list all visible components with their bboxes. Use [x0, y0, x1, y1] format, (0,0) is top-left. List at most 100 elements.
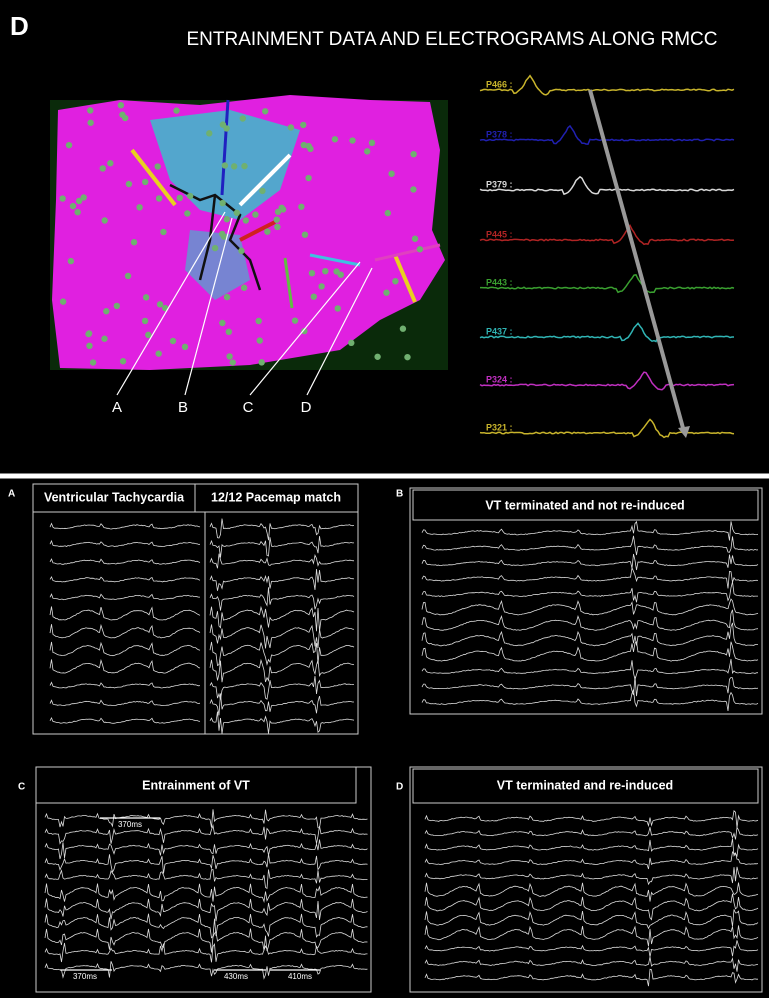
- electrogram-label: P324 :: [486, 374, 513, 384]
- map-point: [374, 354, 380, 360]
- map-point: [131, 239, 137, 245]
- map-point: [307, 146, 313, 152]
- panel-label: B: [396, 489, 403, 500]
- panel-title: Entrainment of VT: [142, 778, 250, 792]
- map-point: [59, 195, 65, 201]
- map-point: [364, 148, 370, 154]
- map-label: C: [243, 399, 254, 416]
- map-point: [66, 142, 72, 148]
- map-point: [410, 186, 416, 192]
- map-point: [100, 165, 106, 171]
- map-point: [274, 216, 280, 222]
- map-point: [410, 151, 416, 157]
- interval-label: 430ms: [224, 972, 248, 981]
- map-point: [349, 137, 355, 143]
- map-point: [392, 278, 398, 284]
- map-point: [240, 115, 246, 121]
- map-point: [309, 270, 315, 276]
- map-point: [256, 318, 262, 324]
- map-point: [219, 320, 225, 326]
- map-point: [76, 198, 82, 204]
- map-point: [383, 289, 389, 295]
- electrogram-label: P443 :: [486, 277, 513, 287]
- map-point: [86, 343, 92, 349]
- map-point: [311, 293, 317, 299]
- map-point: [234, 210, 240, 216]
- map-point: [388, 171, 394, 177]
- map-point: [156, 195, 162, 201]
- map-label: D: [301, 399, 312, 416]
- electrogram-label: P466 :: [486, 79, 513, 89]
- map-point: [126, 181, 132, 187]
- electrogram-label: P379 :: [486, 179, 513, 189]
- electrogram-label: P378 :: [486, 129, 513, 139]
- map-point: [222, 162, 228, 168]
- map-point: [258, 359, 264, 365]
- map-label: B: [178, 399, 188, 416]
- map-point: [226, 353, 232, 359]
- map-point: [300, 122, 306, 128]
- map-point: [87, 107, 93, 113]
- map-point: [226, 329, 232, 335]
- map-point: [142, 318, 148, 324]
- map-point: [142, 179, 148, 185]
- map-point: [120, 358, 126, 364]
- map-point: [279, 205, 285, 211]
- map-point: [125, 273, 131, 279]
- map-point: [348, 340, 354, 346]
- map-point: [292, 317, 298, 323]
- interval-label: 370ms: [73, 972, 97, 981]
- map-point: [184, 210, 190, 216]
- map-point: [107, 160, 113, 166]
- panel-label: A: [8, 489, 15, 500]
- map-point: [101, 336, 107, 342]
- electrogram-label: P437 :: [486, 326, 513, 336]
- panel-title: 12/12 Pacemap match: [211, 490, 341, 504]
- map-point: [302, 231, 308, 237]
- panel-label: C: [18, 782, 25, 793]
- map-point: [257, 337, 263, 343]
- map-point: [400, 326, 406, 332]
- map-point: [231, 163, 237, 169]
- map-point: [60, 298, 66, 304]
- map-point: [262, 108, 268, 114]
- map-point: [417, 246, 423, 252]
- map-point: [288, 124, 294, 130]
- map-point: [68, 258, 74, 264]
- map-point: [224, 294, 230, 300]
- interval-label: 370ms: [118, 820, 142, 829]
- map-point: [385, 210, 391, 216]
- panel-label: D: [396, 782, 403, 793]
- map-point: [219, 231, 225, 237]
- map-point: [241, 285, 247, 291]
- map-label: A: [112, 399, 122, 416]
- map-point: [212, 245, 218, 251]
- electrogram-label: P321 :: [486, 422, 513, 432]
- map-point: [230, 359, 236, 365]
- map-point: [305, 175, 311, 181]
- map-point: [252, 211, 258, 217]
- interval-label: 410ms: [288, 972, 312, 981]
- map-point: [333, 268, 339, 274]
- map-point: [170, 338, 176, 344]
- panel-label: D: [10, 11, 29, 41]
- map-point: [241, 163, 247, 169]
- map-point: [301, 142, 307, 148]
- map-point: [243, 217, 249, 223]
- map-point: [157, 301, 163, 307]
- map-point: [90, 359, 96, 365]
- panel-title: Ventricular Tachycardia: [44, 490, 185, 504]
- map-point: [224, 216, 230, 222]
- map-point: [160, 229, 166, 235]
- map-point: [173, 107, 179, 113]
- map-point: [87, 120, 93, 126]
- figure: D ENTRAINMENT DATA AND ELECTROGRAMS ALON…: [0, 0, 769, 998]
- map-point: [404, 354, 410, 360]
- map-point: [103, 308, 109, 314]
- map-point: [238, 248, 244, 254]
- map-point: [143, 294, 149, 300]
- map-point: [85, 331, 91, 337]
- map: [50, 95, 448, 395]
- map-point: [118, 102, 124, 108]
- map-point: [322, 268, 328, 274]
